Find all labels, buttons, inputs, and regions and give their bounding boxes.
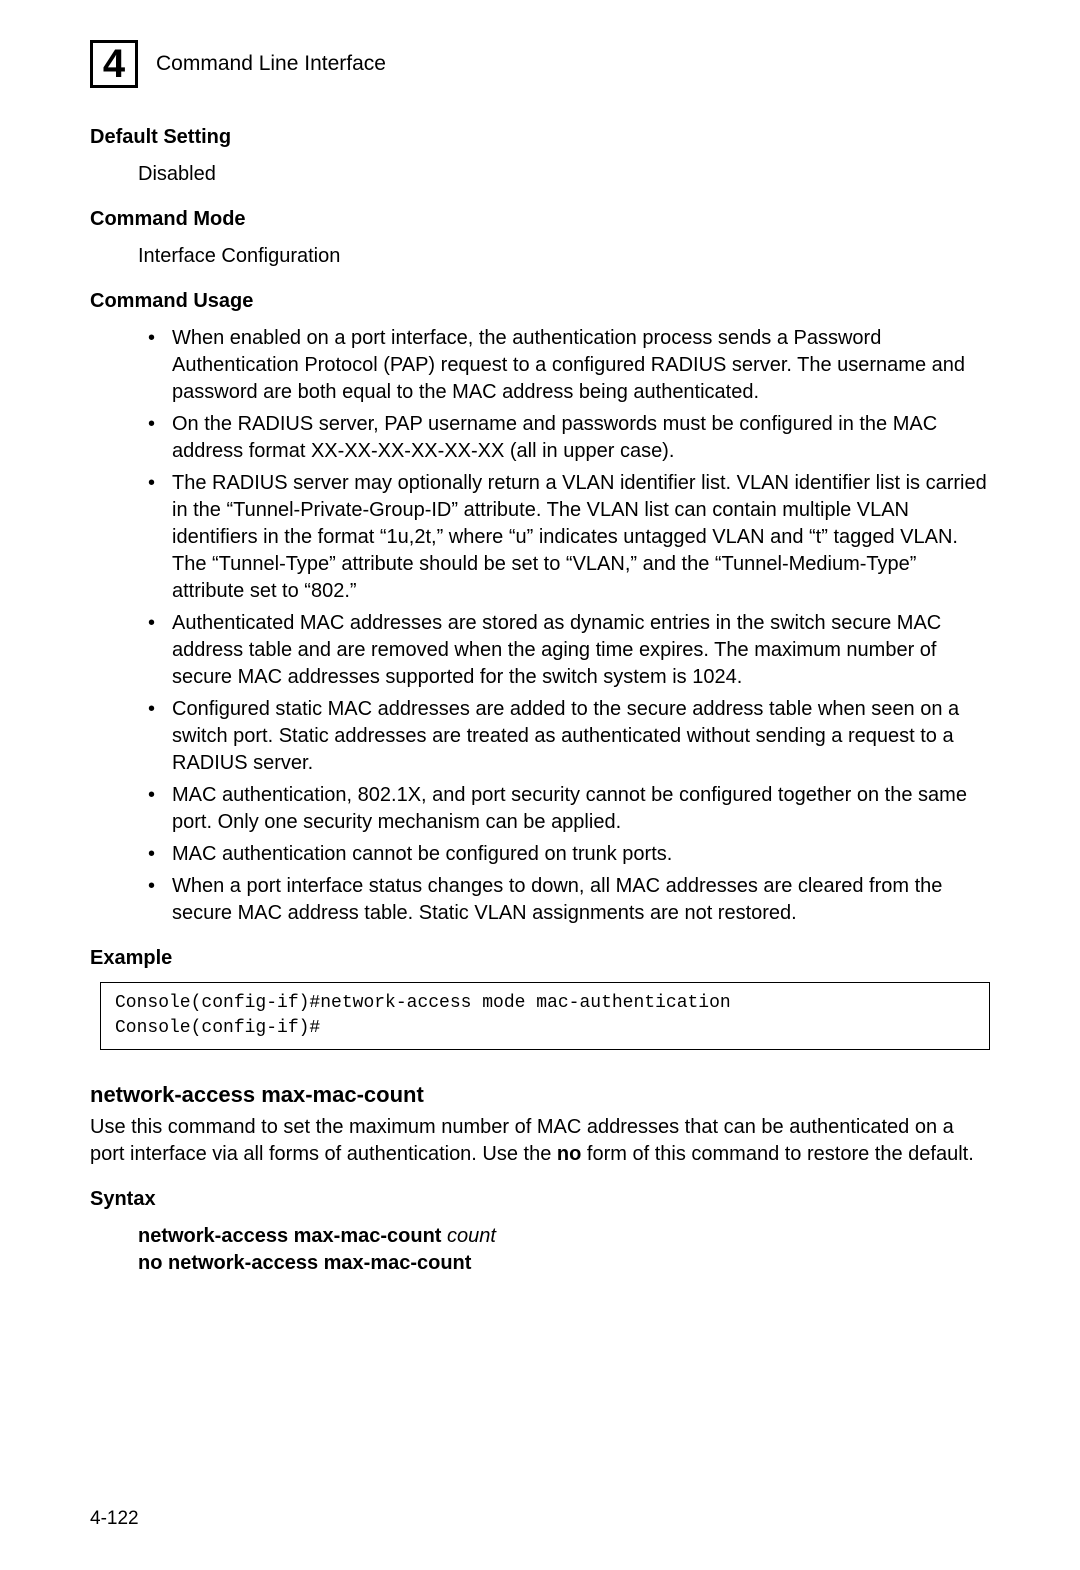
command-mode-heading: Command Mode [90,208,990,231]
default-setting-section: Default Setting Disabled [90,126,990,188]
syntax-block: network-access max-mac-count count no ne… [138,1223,990,1277]
usage-item: When enabled on a port interface, the au… [148,325,990,406]
example-code-block: Console(config-if)#network-access mode m… [100,982,990,1050]
syntax-section: Syntax network-access max-mac-count coun… [90,1188,990,1277]
command-mode-section: Command Mode Interface Configuration [90,208,990,270]
command-title-section: network-access max-mac-count Use this co… [90,1082,990,1168]
default-setting-heading: Default Setting [90,126,990,149]
desc-text-bold: no [557,1143,581,1165]
page-number: 4-122 [90,1508,139,1530]
usage-item: Authenticated MAC addresses are stored a… [148,610,990,691]
syntax-heading: Syntax [90,1188,990,1211]
command-usage-heading: Command Usage [90,290,990,313]
command-title: network-access max-mac-count [90,1082,990,1108]
example-section: Example Console(config-if)#network-acces… [90,947,990,1050]
example-heading: Example [90,947,990,970]
syntax-line-2: no network-access max-mac-count [138,1250,990,1277]
usage-item: Configured static MAC addresses are adde… [148,696,990,777]
syntax-italic: count [441,1225,495,1247]
syntax-line-1: network-access max-mac-count count [138,1223,990,1250]
command-description: Use this command to set the maximum numb… [90,1114,990,1168]
desc-text-post: form of this command to restore the defa… [581,1143,973,1165]
usage-item: MAC authentication, 802.1X, and port sec… [148,782,990,836]
usage-item: MAC authentication cannot be configured … [148,841,990,868]
command-usage-list: When enabled on a port interface, the au… [148,325,990,927]
syntax-bold: network-access max-mac-count [138,1225,441,1247]
default-setting-content: Disabled [138,161,990,188]
usage-item: When a port interface status changes to … [148,873,990,927]
page-header: 4 Command Line Interface [90,40,990,88]
syntax-bold: no network-access max-mac-count [138,1252,471,1274]
chapter-number-box: 4 [90,40,138,88]
command-usage-section: Command Usage When enabled on a port int… [90,290,990,927]
usage-item: The RADIUS server may optionally return … [148,470,990,605]
command-mode-content: Interface Configuration [138,243,990,270]
usage-item: On the RADIUS server, PAP username and p… [148,411,990,465]
header-title: Command Line Interface [156,52,386,76]
